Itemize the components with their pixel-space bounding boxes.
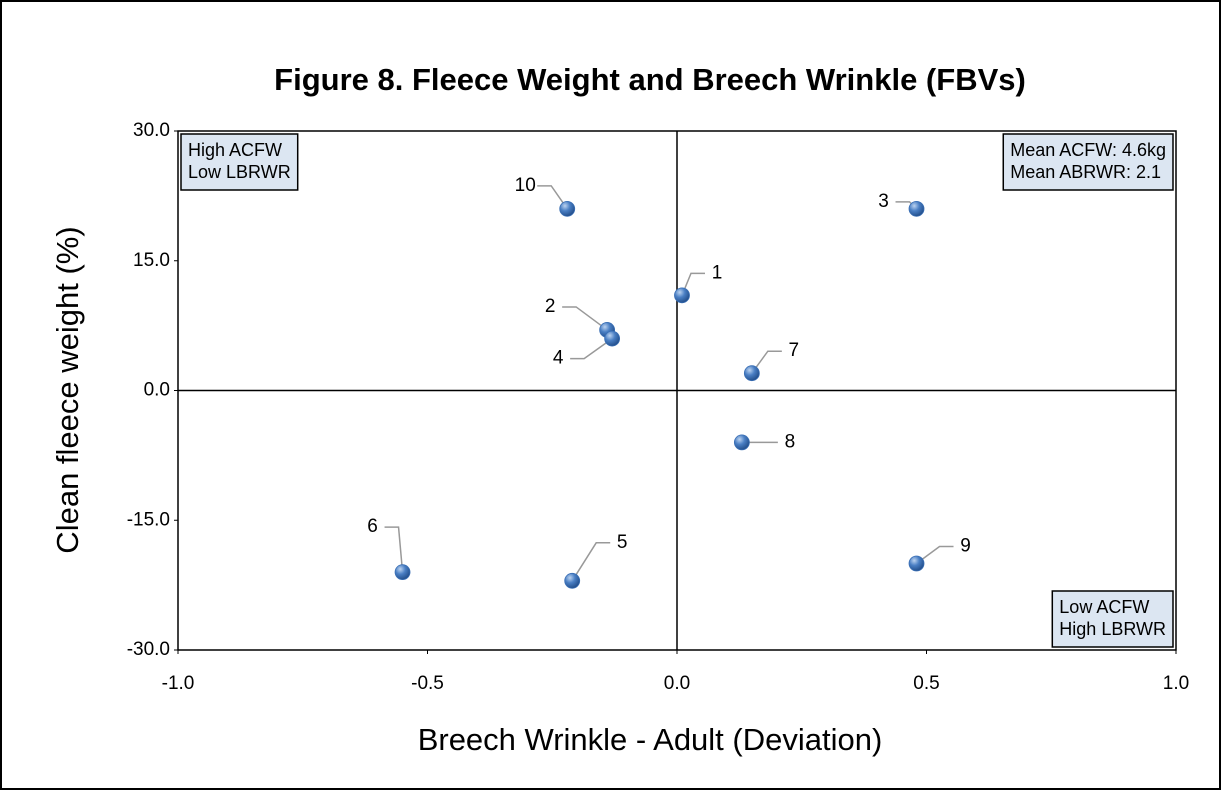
point-label: 1 — [712, 262, 723, 283]
point-label: 8 — [785, 431, 796, 452]
point — [674, 287, 690, 304]
point-label: 7 — [789, 340, 800, 361]
y-tick-label: -30.0 — [127, 639, 170, 660]
annotation-text: High ACFW — [188, 140, 282, 160]
x-axis-label: Breech Wrinkle - Adult (Deviation) — [418, 722, 883, 757]
point — [733, 434, 750, 451]
leader-line — [751, 350, 782, 374]
annotation-text: Mean ACFW: 4.6kg — [1010, 140, 1166, 160]
y-tick-label: 0.0 — [144, 380, 170, 401]
leader-line — [562, 306, 608, 331]
point — [559, 200, 576, 217]
annotation-text: Mean ABRWR: 2.1 — [1010, 162, 1161, 182]
point-label: 10 — [515, 175, 536, 196]
point-label: 6 — [367, 516, 378, 537]
point-label: 9 — [960, 536, 971, 557]
y-tick-label: 15.0 — [133, 250, 170, 271]
leader-line — [570, 337, 613, 360]
point — [908, 555, 925, 572]
annotation-box — [180, 133, 299, 191]
annotation-text: High LBRWR — [1059, 619, 1166, 639]
leader-line — [571, 542, 611, 582]
point-label: 2 — [545, 296, 556, 317]
x-tick-label: -1.0 — [162, 673, 195, 694]
point-label: 5 — [617, 532, 628, 553]
y-tick-label: 30.0 — [133, 120, 170, 141]
point — [604, 330, 621, 347]
y-axis-label: Clean fleece weight (%) — [50, 226, 85, 553]
leader-line — [384, 526, 404, 573]
annotation-box — [1051, 590, 1174, 648]
x-tick-label: 0.5 — [913, 673, 939, 694]
chart-title: Figure 8. Fleece Weight and Breech Wrink… — [274, 62, 1026, 97]
point — [394, 564, 411, 581]
annotation-text: Low ACFW — [1059, 597, 1149, 617]
y-tick-label: -15.0 — [127, 509, 170, 530]
point — [908, 200, 925, 217]
x-tick-label: 1.0 — [1163, 673, 1189, 694]
point — [743, 365, 760, 382]
annotation-text: Low LBRWR — [188, 162, 291, 182]
leader-line — [681, 272, 705, 296]
leader-line — [916, 545, 954, 565]
annotation-box — [1002, 133, 1174, 191]
point-label: 3 — [878, 191, 889, 212]
point-label: 4 — [553, 348, 564, 369]
x-tick-label: -0.5 — [411, 673, 444, 694]
point — [564, 572, 581, 589]
leader-line — [537, 185, 568, 210]
x-tick-label: 0.0 — [664, 673, 690, 694]
